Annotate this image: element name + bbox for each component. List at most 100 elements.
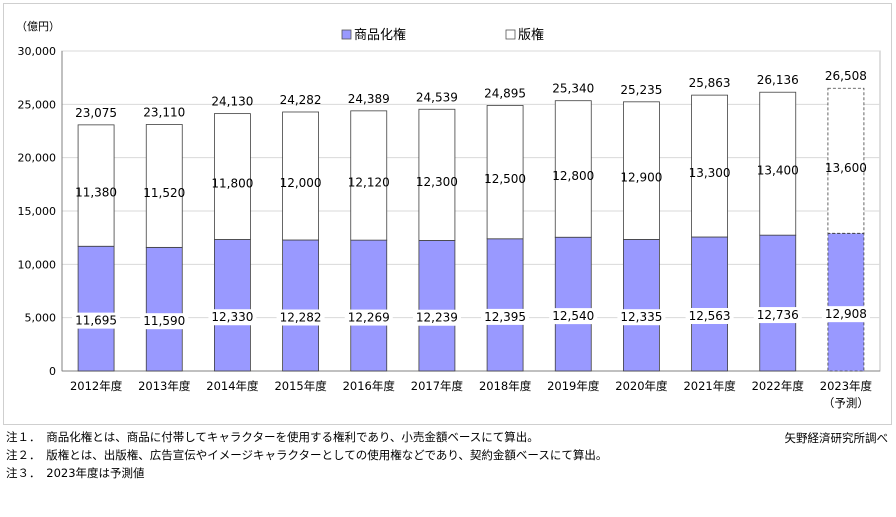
chart-frame: 0 5,000 10,000 15,000 20,000 25,000 30,000 （億円）…: [3, 3, 892, 425]
data-label-series-1: 11,590: [143, 314, 185, 328]
data-label-bg: [344, 309, 393, 326]
data-label-series-2: 12,900: [620, 171, 662, 185]
data-label-series-2: 12,300: [416, 175, 458, 189]
bar-series-2: [623, 101, 660, 240]
bar-series-1: [554, 236, 592, 372]
data-label-bg: [140, 313, 189, 330]
data-label-series-1: 11,695: [75, 314, 117, 328]
data-label-total: 25,863: [689, 76, 731, 90]
note-1: 注１． 商品化権とは、商品に付帯してキャラクターを使用する権利であり、小売金額ベ…: [6, 430, 539, 444]
data-label-series-1: 12,282: [280, 310, 322, 324]
data-label-bg: [821, 306, 870, 323]
data-label-total: 26,508: [825, 69, 867, 83]
y-tick-label: 20,000: [18, 152, 57, 165]
data-label-bg: [412, 309, 461, 326]
data-label-series-1: 12,540: [552, 309, 594, 323]
y-tick-label: 10,000: [18, 258, 57, 271]
data-label-total: 24,389: [348, 92, 390, 106]
bar-series-1: [623, 239, 660, 372]
bar-series-2: [486, 105, 524, 240]
bar-series-1: [145, 246, 183, 372]
data-label-series-2: 12,800: [552, 169, 594, 183]
data-label-total: 24,282: [280, 93, 322, 107]
data-label-series-1: 12,269: [348, 311, 390, 325]
x-tick-sublabel: （予測）: [823, 396, 869, 410]
data-label-series-2: 13,300: [689, 166, 731, 180]
data-label-total: 23,110: [143, 105, 185, 119]
bar-series-2: [554, 100, 592, 238]
bar-series-2: [282, 111, 319, 241]
y-unit-label: （億円）: [16, 20, 60, 33]
data-label-series-1: 12,908: [825, 307, 867, 321]
data-label-bg: [685, 307, 734, 324]
bar-series-2: [77, 124, 115, 247]
y-tick-label: 15,000: [18, 205, 57, 218]
x-tick-label: 2016年度: [343, 379, 396, 393]
data-label-bg: [481, 308, 530, 325]
x-tick-label: 2014年度: [206, 379, 259, 393]
bar-series-1: [350, 239, 388, 372]
legend-label-series-1: 商品化権: [354, 27, 406, 43]
bar-series-1: [827, 232, 865, 372]
bar-series-1: [486, 238, 524, 372]
bar-series-2: [827, 87, 865, 234]
data-label-bg: [208, 309, 257, 326]
data-label-series-2: 11,380: [75, 186, 117, 200]
x-tick-label: 2012年度: [70, 379, 123, 393]
data-label-bg: [276, 309, 325, 326]
x-tick-label: 2018年度: [479, 379, 532, 393]
data-label-series-2: 11,520: [143, 186, 185, 200]
data-label-series-1: 12,239: [416, 311, 458, 325]
data-label-total: 24,539: [416, 90, 458, 104]
data-label-series-1: 12,736: [757, 308, 799, 322]
bar-series-1: [759, 234, 797, 372]
data-label-total: 25,235: [620, 83, 662, 97]
x-tick-label: 2020年度: [615, 379, 668, 393]
data-label-series-2: 12,120: [348, 175, 390, 189]
data-label-series-2: 11,800: [211, 177, 253, 191]
data-label-series-2: 12,000: [280, 176, 322, 190]
bar-series-1: [282, 239, 319, 372]
bar-series-2: [145, 124, 183, 248]
y-tick-label: 25,000: [18, 98, 57, 111]
x-tick-label: 2017年度: [411, 379, 464, 393]
x-tick-label: 2013年度: [138, 379, 191, 393]
note-3: 注３． 2023年度は予測値: [6, 466, 145, 480]
legend-swatch-series-2: [505, 29, 516, 40]
y-tick-label: 0: [49, 365, 56, 378]
x-tick-label: 2022年度: [752, 379, 805, 393]
data-label-series-2: 13,600: [825, 161, 867, 175]
bar-series-2: [214, 113, 251, 240]
bar-series-2: [691, 94, 728, 238]
bar-series-1: [77, 245, 115, 372]
legend-label-series-2: 版権: [518, 27, 544, 43]
bar-series-2: [350, 110, 388, 241]
data-label-bg: [549, 308, 598, 325]
bar-series-1: [214, 239, 251, 372]
data-label-bg: [753, 307, 802, 324]
x-tick-label: 2019年度: [547, 379, 600, 393]
data-label-total: 24,130: [211, 95, 253, 109]
legend-swatch-series-1: [341, 29, 352, 40]
data-label-total: 23,075: [75, 106, 117, 120]
data-label-series-1: 12,563: [689, 309, 731, 323]
stacked-bar-chart: 0 5,000 10,000 15,000 20,000 25,000 30,000 （億円）…: [16, 20, 881, 410]
data-label-series-2: 13,400: [757, 164, 799, 178]
data-label-series-1: 12,335: [620, 310, 662, 324]
y-tick-label: 5,000: [25, 312, 57, 325]
data-label-total: 24,895: [484, 86, 526, 100]
y-tick-label: 30,000: [18, 45, 57, 58]
note-2: 注２． 版権とは、出版権、広告宣伝やイメージキャラクターとしての使用権などであり…: [6, 448, 608, 462]
x-tick-label: 2021年度: [683, 379, 736, 393]
bar-series-1: [691, 236, 728, 372]
bar-series-2: [759, 91, 797, 236]
x-tick-label: 2015年度: [274, 379, 327, 393]
data-label-bg: [72, 312, 121, 329]
data-label-series-1: 12,395: [484, 310, 526, 324]
bar-series-2: [418, 108, 456, 241]
data-label-series-2: 12,500: [484, 172, 526, 186]
data-label-series-1: 12,330: [211, 310, 253, 324]
source-note: 矢野経済研究所調べ: [784, 431, 889, 445]
x-tick-label: 2023年度: [820, 379, 873, 393]
data-label-total: 26,136: [757, 73, 799, 87]
